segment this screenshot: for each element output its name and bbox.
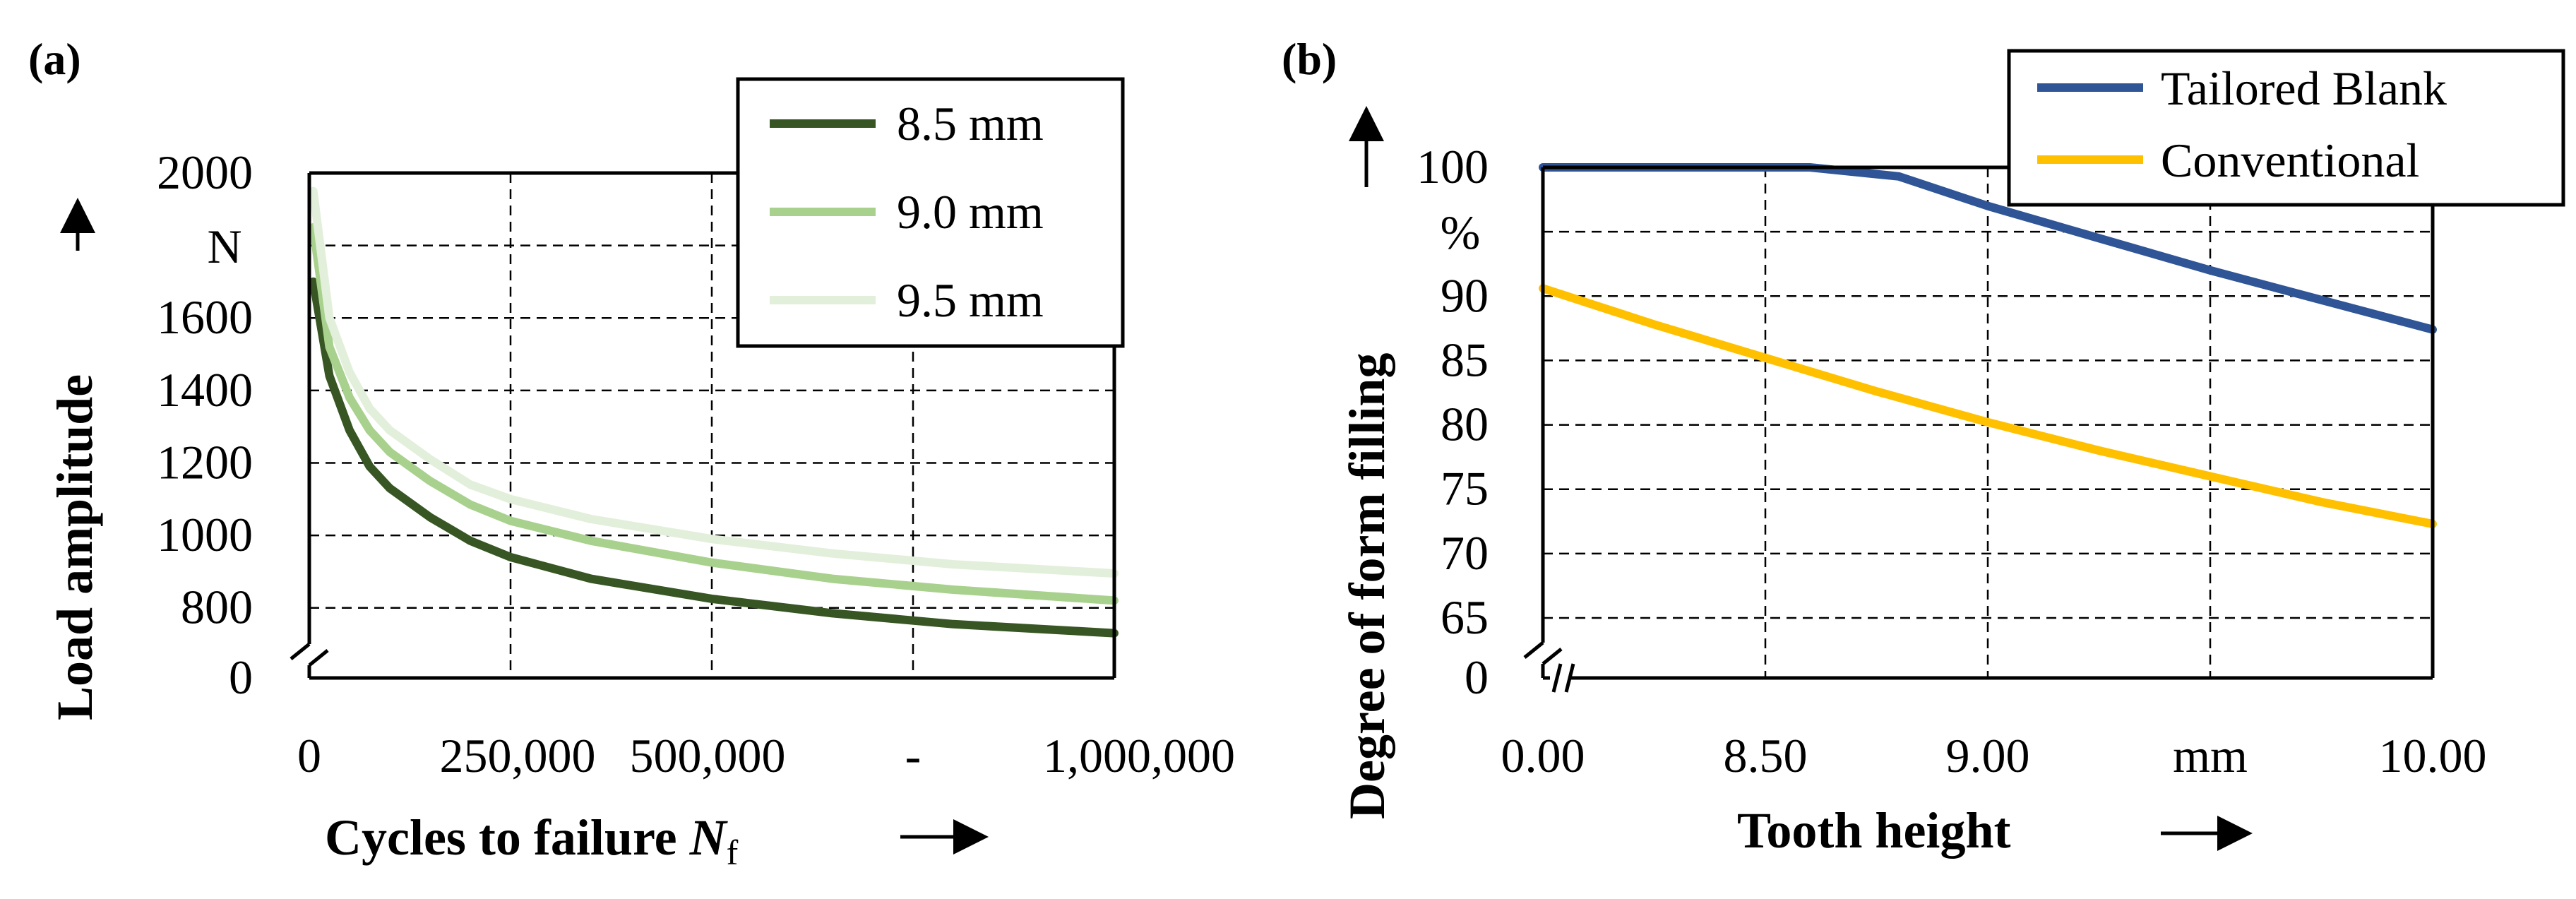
series-line-8-5-mm bbox=[309, 277, 1119, 638]
x-tick-3: 9.00 bbox=[1946, 729, 2030, 782]
panel-b-y-axis-title: Degree of form filling bbox=[1339, 353, 1395, 819]
y-tick-100: 100 bbox=[1417, 140, 1489, 194]
y-tick-1200: 1200 bbox=[157, 435, 253, 489]
series-line-9-0-mm bbox=[309, 223, 1119, 605]
panel-a-y-unit: N bbox=[207, 220, 242, 273]
panel-b-y-tick-labels: 0 65 70 75 80 85 90 100 bbox=[1417, 140, 1489, 704]
y-tick-75: 75 bbox=[1441, 462, 1489, 516]
panel-b-x-axis-break bbox=[1551, 663, 1575, 693]
panel-b-legend: Tailored Blank Conventional bbox=[2007, 49, 2565, 207]
x-tick-5: 1,000,000 bbox=[1043, 729, 1235, 782]
panel-a-legend: 8.5 mm 9.0 mm 9.5 mm bbox=[736, 77, 1125, 348]
panel-a-x-title-symbol: N bbox=[689, 809, 729, 866]
x-tick-5: 10.00 bbox=[2379, 729, 2487, 782]
panel-b-y-axis-break bbox=[1523, 641, 1563, 665]
series-line-conventional bbox=[1539, 284, 2437, 528]
x-tick-2: 8.50 bbox=[1724, 729, 1808, 782]
panel-a-x-title-subscript: f bbox=[727, 833, 739, 872]
x-tick-1: 0 bbox=[297, 729, 321, 782]
x-tick-4: mm bbox=[2173, 729, 2248, 782]
panel-b-chart: (b) 0 65 70 75 80 85 90 100 0.00 8.50 9.00 mm 10.00… bbox=[1282, 34, 2565, 859]
y-tick-800: 800 bbox=[181, 581, 253, 634]
y-tick-65: 65 bbox=[1441, 590, 1489, 644]
x-tick-2: 250,000 bbox=[440, 729, 596, 782]
y-tick-90: 90 bbox=[1441, 268, 1489, 322]
y-tick-1600: 1600 bbox=[157, 290, 253, 344]
y-tick-1000: 1000 bbox=[157, 508, 253, 561]
panel-b-x-axis-title: Tooth height bbox=[1737, 802, 2010, 859]
panel-a-x-tick-labels: 0 250,000 500,000 - 1,000,000 bbox=[297, 729, 1235, 782]
y-tick-70: 70 bbox=[1441, 526, 1489, 580]
panel-a-x-title-text: Cycles to failure bbox=[325, 809, 677, 866]
series-line-9-5-mm bbox=[309, 186, 1119, 578]
panel-b-y-unit: % bbox=[1441, 206, 1481, 259]
panel-a-x-axis-title: Cycles to failure Nf bbox=[325, 809, 739, 872]
panel-a-y-axis-break bbox=[290, 643, 329, 667]
y-tick-0: 0 bbox=[229, 650, 253, 704]
legend-label-9-5mm: 9.5 mm bbox=[897, 273, 1044, 327]
legend-label-9-0mm: 9.0 mm bbox=[897, 185, 1044, 239]
panel-b-label: (b) bbox=[1282, 34, 1337, 84]
y-tick-0: 0 bbox=[1465, 650, 1489, 704]
legend-label-tailored-blank: Tailored Blank bbox=[2161, 61, 2447, 115]
y-tick-80: 80 bbox=[1441, 398, 1489, 451]
panel-b-x-tick-labels: 0.00 8.50 9.00 mm 10.00 bbox=[1501, 729, 2487, 782]
y-tick-1400: 1400 bbox=[157, 363, 253, 417]
panel-a-y-axis-title: Load amplitude bbox=[47, 374, 103, 720]
x-tick-3: 500,000 bbox=[630, 729, 786, 782]
panel-a-y-tick-labels: 0 800 1000 1200 1400 1600 2000 bbox=[157, 145, 253, 704]
panel-a-series bbox=[309, 186, 1119, 638]
panel-a-chart: (a) 0 800 1000 1200 1400 1600 2000 0 250,000 500… bbox=[28, 34, 1235, 872]
legend-label-conventional: Conventional bbox=[2161, 133, 2419, 187]
legend-label-8-5mm: 8.5 mm bbox=[897, 97, 1044, 150]
y-tick-85: 85 bbox=[1441, 333, 1489, 386]
x-tick-1: 0.00 bbox=[1501, 729, 1585, 782]
x-tick-4: - bbox=[905, 729, 922, 782]
panel-a-label: (a) bbox=[28, 34, 81, 84]
panel-b-legend-box bbox=[2007, 49, 2565, 207]
y-tick-2000: 2000 bbox=[157, 145, 253, 199]
